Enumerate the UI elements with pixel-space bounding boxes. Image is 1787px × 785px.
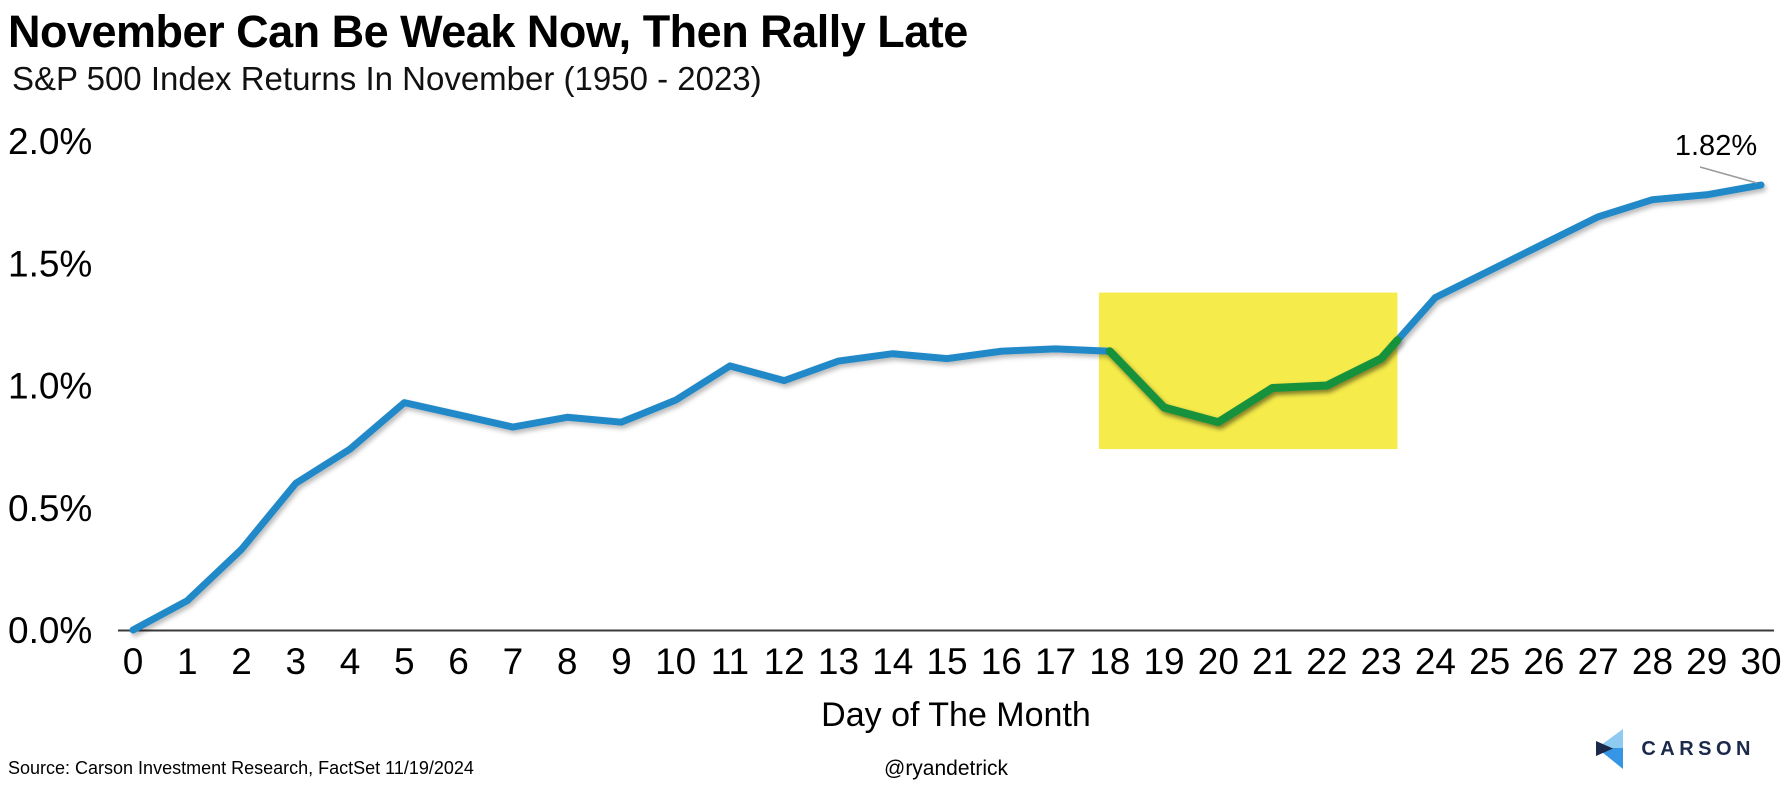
logo-light-triangle bbox=[1597, 729, 1624, 748]
x-tick-label: 23 bbox=[1361, 641, 1402, 682]
x-tick-label: 24 bbox=[1415, 641, 1456, 682]
carson-logo-text: CARSON bbox=[1641, 737, 1755, 760]
x-tick-label: 1 bbox=[177, 641, 198, 682]
y-tick-label: 0.0% bbox=[8, 610, 92, 651]
highlight-segment-line bbox=[1105, 336, 1402, 427]
x-tick-label: 19 bbox=[1143, 641, 1184, 682]
x-tick-label: 11 bbox=[711, 641, 749, 682]
x-tick-label: 9 bbox=[611, 641, 632, 682]
chart-title: November Can Be Weak Now, Then Rally Lat… bbox=[8, 6, 968, 57]
x-tick-label: 17 bbox=[1035, 641, 1076, 682]
x-tick-label: 13 bbox=[818, 641, 859, 682]
x-tick-label: 27 bbox=[1578, 641, 1619, 682]
y-tick-label: 1.5% bbox=[8, 243, 92, 284]
x-tick-label: 6 bbox=[448, 641, 469, 682]
y-tick-label: 0.5% bbox=[8, 488, 92, 529]
x-tick-label: 25 bbox=[1469, 641, 1510, 682]
x-axis-title: Day of The Month bbox=[821, 696, 1091, 734]
chart-subtitle: S&P 500 Index Returns In November (1950 … bbox=[12, 60, 762, 97]
x-tick-label: 3 bbox=[286, 641, 307, 682]
x-tick-label: 8 bbox=[557, 641, 578, 682]
y-tick-label: 1.0% bbox=[8, 366, 92, 407]
x-tick-label: 28 bbox=[1632, 641, 1673, 682]
x-tick-label: 15 bbox=[926, 641, 967, 682]
twitter-handle: @ryandetrick bbox=[884, 757, 1009, 780]
x-tick-label: 7 bbox=[503, 641, 524, 682]
x-tick-label: 4 bbox=[340, 641, 361, 682]
x-tick-label: 10 bbox=[655, 641, 696, 682]
x-tick-label: 21 bbox=[1252, 641, 1293, 682]
logo-navy-triangle bbox=[1596, 741, 1614, 756]
carson-logo-icon bbox=[1596, 729, 1624, 769]
logo-mid-triangle bbox=[1597, 748, 1624, 769]
x-tick-label: 16 bbox=[981, 641, 1022, 682]
annotation-leader-line bbox=[1699, 166, 1758, 184]
x-tick-label: 12 bbox=[764, 641, 805, 682]
x-tick-label: 18 bbox=[1089, 641, 1130, 682]
carson-logo: CARSON bbox=[1596, 728, 1755, 770]
x-tick-label: 22 bbox=[1306, 641, 1347, 682]
x-tick-label: 5 bbox=[394, 641, 415, 682]
x-tick-label: 29 bbox=[1686, 641, 1727, 682]
x-tick-label: 20 bbox=[1198, 641, 1239, 682]
x-tick-label: 14 bbox=[872, 641, 913, 682]
annotation-label: 1.82% bbox=[1675, 130, 1757, 162]
x-tick-label: 0 bbox=[123, 641, 144, 682]
y-tick-label: 2.0% bbox=[8, 121, 92, 162]
source-text: Source: Carson Investment Research, Fact… bbox=[8, 758, 474, 778]
x-tick-label: 2 bbox=[231, 641, 252, 682]
series-line bbox=[129, 181, 1765, 634]
x-tick-label: 26 bbox=[1523, 641, 1564, 682]
x-tick-label: 30 bbox=[1740, 641, 1781, 682]
